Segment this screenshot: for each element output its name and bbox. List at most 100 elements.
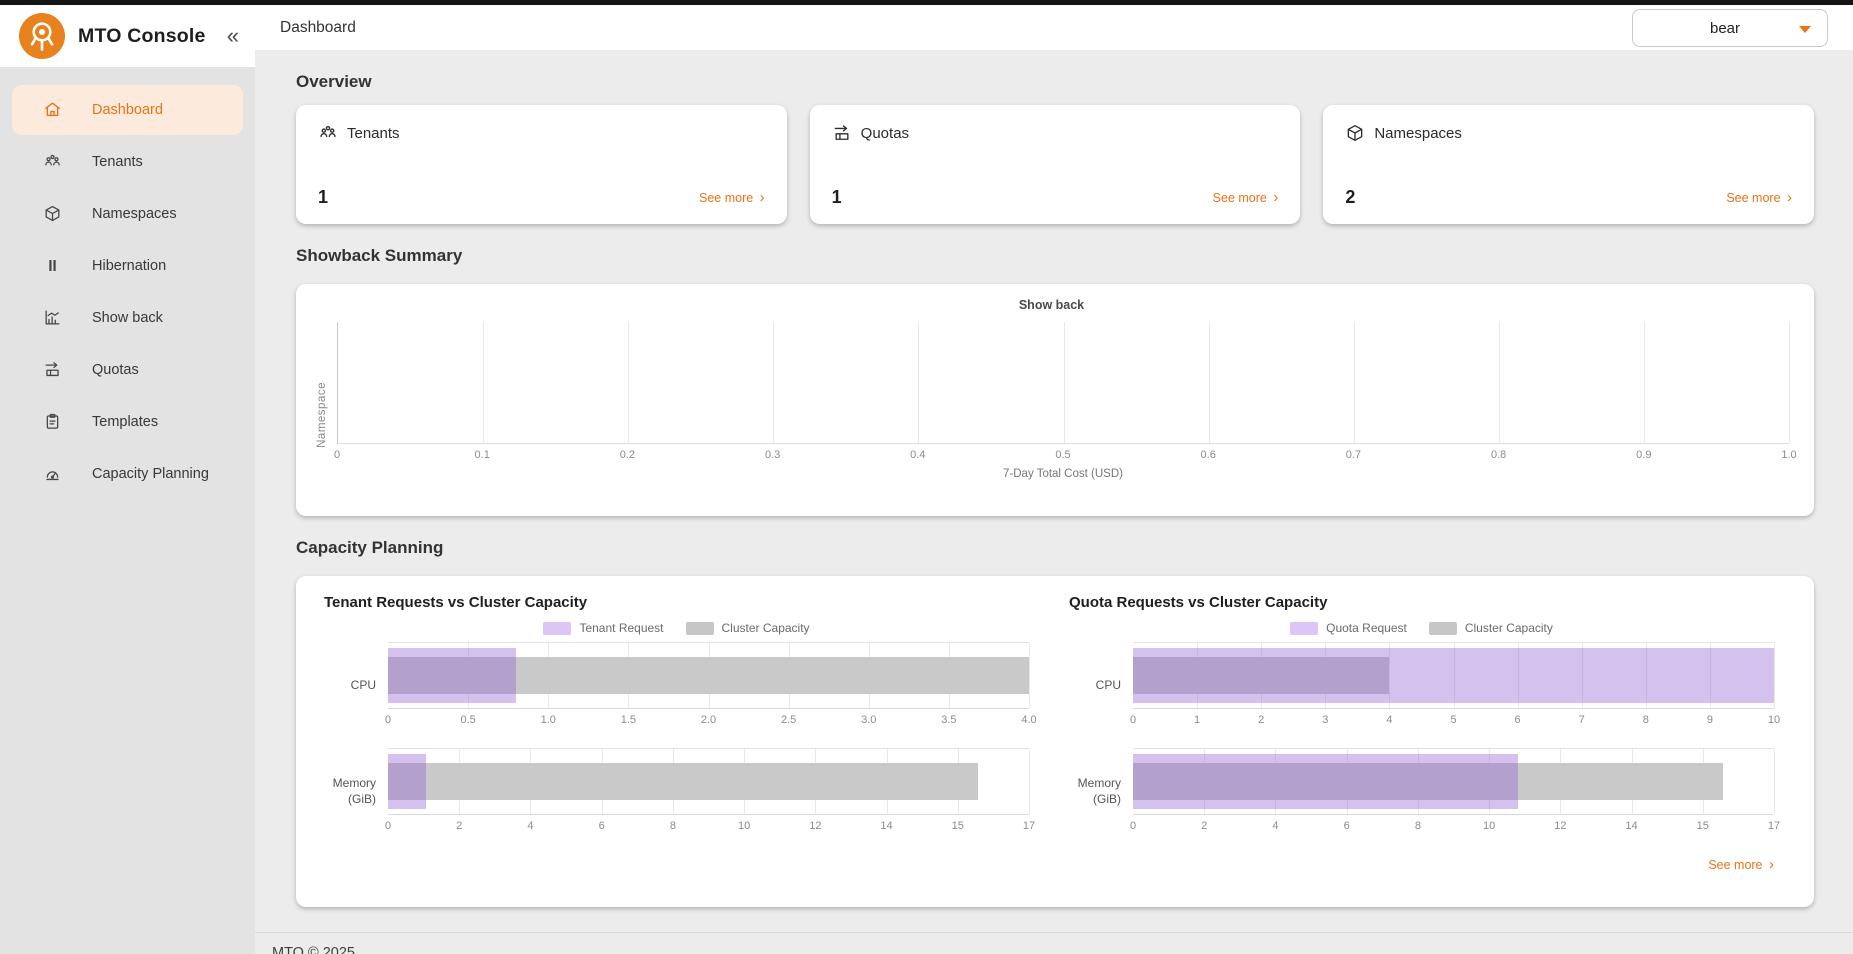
x-tick-label: 0 xyxy=(1129,714,1137,726)
bar-chart-memory: Memory (GiB) 0 2 4 6 8 10 12 14 15 17 xyxy=(1069,748,1780,835)
legend-label: Cluster Capacity xyxy=(721,621,810,635)
sidebar-item-label: Templates xyxy=(92,414,159,430)
hibernation-icon xyxy=(43,256,63,276)
request-bar xyxy=(388,753,427,810)
x-tick-label: 0.5 xyxy=(1055,449,1071,461)
x-tick-label: 17 xyxy=(1767,820,1781,832)
namespaces-icon xyxy=(1345,123,1365,143)
x-tick-label: 3 xyxy=(1322,714,1329,726)
x-tick-label: 5 xyxy=(1450,714,1457,726)
card-see-more-link[interactable]: See more › xyxy=(698,189,765,206)
x-tick-label: 6 xyxy=(1343,820,1350,832)
templates-icon xyxy=(43,412,63,432)
sidebar-item-show-back[interactable]: Show back xyxy=(12,293,243,343)
sidebar-item-label: Dashboard xyxy=(92,102,163,118)
sidebar-item-capacity-planning[interactable]: Capacity Planning xyxy=(12,449,243,499)
capacity-chart-group: Quota Requests vs Cluster Capacity Quota … xyxy=(1069,594,1780,835)
bar-chart-cpu: CPU 0 0.5 1.0 1.5 2.0 2.5 3.0 3.5 4.0 xyxy=(324,642,1037,729)
chevron-down-icon xyxy=(1799,26,1811,33)
card-title: Namespaces xyxy=(1374,124,1462,142)
app-title: MTO Console xyxy=(78,24,206,47)
request-bar xyxy=(1133,647,1774,704)
x-tick-label: 2 xyxy=(456,820,463,832)
x-tick-label: 2 xyxy=(1201,820,1208,832)
bar-chart-label: Memory (GiB) xyxy=(332,775,376,806)
x-tick-label: 2 xyxy=(1258,714,1265,726)
sidebar-item-dashboard[interactable]: Dashboard xyxy=(12,85,243,135)
legend-swatch xyxy=(685,621,714,635)
x-tick-label: 0 xyxy=(384,714,392,726)
sidebar-item-label: Show back xyxy=(92,310,163,326)
x-tick-label: 0 xyxy=(384,820,392,832)
sidebar-item-label: Namespaces xyxy=(92,206,177,222)
cluster-capacity-bar xyxy=(388,763,978,800)
x-tick-label: 2.5 xyxy=(780,714,797,726)
capacity-see-more-link[interactable]: See more › xyxy=(1708,856,1774,873)
sidebar-collapse-icon[interactable]: « xyxy=(226,23,239,48)
x-tick-label: 1.0 xyxy=(540,714,556,726)
tenants-icon xyxy=(43,152,63,172)
x-tick-label: 4 xyxy=(1272,820,1279,832)
sidebar-item-hibernation[interactable]: Hibernation xyxy=(12,241,243,291)
legend-swatch xyxy=(543,621,572,635)
cluster-capacity-bar xyxy=(388,657,1029,694)
x-tick-label: 9 xyxy=(1706,714,1713,726)
x-tick-label: 15 xyxy=(1696,820,1709,832)
card-see-more-link[interactable]: See more › xyxy=(1726,189,1793,206)
bar-chart-cpu: CPU 0 1 2 3 4 5 6 7 8 9 10 xyxy=(1069,642,1780,729)
x-tick-label: 4 xyxy=(1386,714,1393,726)
card-value: 2 xyxy=(1345,187,1356,207)
x-tick-label: 14 xyxy=(1625,820,1638,832)
sidebar-item-label: Quotas xyxy=(92,362,139,378)
showback-x-axis-label: 7-Day Total Cost (USD) xyxy=(1003,468,1123,480)
x-tick-label: 1 xyxy=(1194,714,1201,726)
tenants-icon xyxy=(318,123,338,143)
showback-icon xyxy=(43,308,63,328)
card-title: Quotas xyxy=(860,124,910,142)
legend-label: Quota Request xyxy=(1326,621,1407,635)
sidebar-item-tenants[interactable]: Tenants xyxy=(12,137,243,187)
x-tick-label: 10 xyxy=(1482,820,1496,832)
page-title: Dashboard xyxy=(280,18,356,36)
x-tick-label: 0.3 xyxy=(764,449,781,461)
x-tick-label: 10 xyxy=(1767,714,1781,726)
sidebar-item-namespaces[interactable]: Namespaces xyxy=(12,189,243,239)
x-tick-label: 0 xyxy=(333,449,341,461)
showback-heading: Showback Summary xyxy=(296,246,463,265)
overview-card-tenants: Tenants 1 See more › xyxy=(296,105,787,224)
x-tick-label: 14 xyxy=(880,820,893,832)
chart-legend: Tenant Request Cluster Capacity xyxy=(324,621,1029,635)
chart-legend: Quota Request Cluster Capacity xyxy=(1069,621,1774,635)
sidebar: MTO Console « Dashboard Tenants Namespaces… xyxy=(0,5,255,954)
chevron-right-icon: › xyxy=(1273,189,1279,206)
sidebar-menu: Dashboard Tenants Namespaces Hibernation Sho… xyxy=(0,67,255,499)
chart-title: Tenant Requests vs Cluster Capacity xyxy=(324,594,588,611)
legend-label: Cluster Capacity xyxy=(1464,621,1553,635)
x-tick-label: 0.2 xyxy=(619,449,636,461)
showback-chart-title: Show back xyxy=(1018,298,1085,312)
sidebar-header: MTO Console « xyxy=(0,5,255,67)
legend-swatch xyxy=(1428,621,1457,635)
x-tick-label: 15 xyxy=(951,820,964,832)
overview-heading: Overview xyxy=(296,72,372,91)
card-see-more-link[interactable]: See more › xyxy=(1212,189,1279,206)
x-tick-label: 8 xyxy=(1642,714,1649,726)
x-tick-label: 0.5 xyxy=(460,714,476,726)
showback-plot xyxy=(337,322,1790,444)
capacity-charts: Tenant Requests vs Cluster Capacity Tenan… xyxy=(324,594,1780,835)
home-icon xyxy=(43,100,63,120)
topbar: Dashboard bear xyxy=(255,5,1853,50)
dashboard-content: Overview Tenants 1 See more › Quotas 1 See mo… xyxy=(255,50,1853,954)
x-tick-label: 8 xyxy=(1414,820,1421,832)
x-tick-label: 0.6 xyxy=(1200,449,1216,461)
x-tick-label: 7 xyxy=(1578,714,1585,726)
sidebar-item-templates[interactable]: Templates xyxy=(12,397,243,447)
overview-card-namespaces: Namespaces 2 See more › xyxy=(1323,105,1815,224)
overview-card-quotas: Quotas 1 See more › xyxy=(809,105,1301,224)
namespaces-icon xyxy=(43,204,63,224)
x-tick-label: 0.8 xyxy=(1490,449,1507,461)
x-tick-label: 3.0 xyxy=(861,714,877,726)
sidebar-item-quotas[interactable]: Quotas xyxy=(12,345,243,395)
card-value: 1 xyxy=(318,187,329,207)
tenant-selector[interactable]: bear xyxy=(1632,9,1828,47)
